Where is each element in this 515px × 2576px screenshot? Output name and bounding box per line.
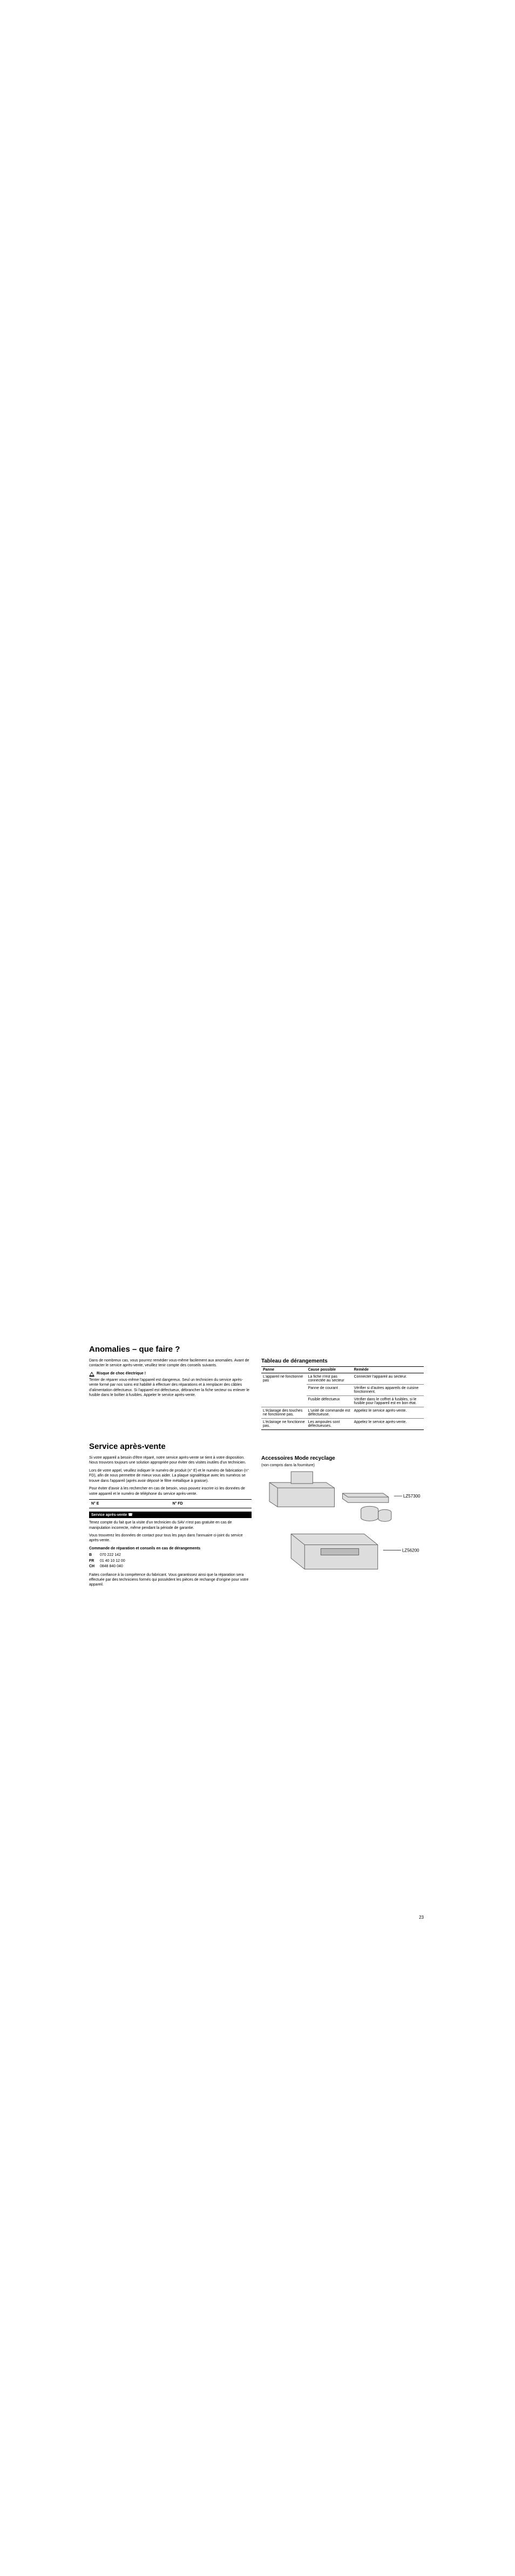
cell-panne: L'appareil ne fonctionne pas — [261, 1373, 307, 1407]
sav-heading: Service après-vente — [89, 1442, 424, 1451]
sav-p1: Si votre appareil a besoin d'être réparé… — [89, 1455, 252, 1466]
page-content: Anomalies – que faire ? Dans de nombreux… — [89, 1345, 424, 1590]
cell-cause: L'unité de commande est défectueuse. — [307, 1407, 353, 1419]
table-row: L'appareil ne fonctionne pas La fiche n'… — [261, 1373, 424, 1385]
anomalies-right-col: Tableau de dérangements Panne Cause poss… — [261, 1358, 424, 1430]
th-panne: Panne — [261, 1367, 307, 1373]
cell-panne: L'éclairage ne fonctionne pas. — [261, 1419, 307, 1430]
table-header-row: Panne Cause possible Remède — [261, 1367, 424, 1373]
sav-p5: Vous trouverez les données de contact po… — [89, 1533, 252, 1543]
table-row: L'éclairage ne fonctionne pas. Les ampou… — [261, 1419, 424, 1430]
th-remede: Remède — [353, 1367, 424, 1373]
cmd-title: Commande de réparation et conseils en ca… — [89, 1546, 252, 1551]
accessories-caption: (non compris dans la fourniture) — [261, 1464, 424, 1467]
cell-cause: Panne de courant — [307, 1385, 353, 1396]
cell-cause: La fiche n'est pas connectée au secteur — [307, 1373, 353, 1385]
warning-icon — [89, 1372, 94, 1377]
sav-columns: Si votre appareil a besoin d'être réparé… — [89, 1455, 424, 1590]
sav-right-col: Accessoires Mode recyclage (non compris … — [261, 1455, 424, 1590]
phone-row: FR01 40 10 12 00 — [89, 1559, 252, 1565]
cell-remede: Vérifier dans le coffret à fusibles, si … — [353, 1396, 424, 1407]
cell-remede: Appelez le service après-vente. — [353, 1407, 424, 1419]
acc-label-2: LZ56200 — [402, 1548, 419, 1553]
accessories-heading: Accessoires Mode recyclage — [261, 1455, 424, 1461]
sav-p3: Pour éviter d'avoir à les rechercher en … — [89, 1486, 252, 1496]
warning-label: Risque de choc électrique ! — [97, 1371, 146, 1376]
efd-row: N° E N° FD — [89, 1500, 252, 1508]
cell-cause: Les ampoules sont défectueuses. — [307, 1419, 353, 1430]
efd-e: N° E — [89, 1500, 171, 1508]
country-code: CH — [89, 1564, 100, 1570]
warning-text: Tenter de réparer vous-même l'appareil e… — [89, 1378, 252, 1398]
anomalies-intro: Dans de nombreux cas, vous pourrez reméd… — [89, 1358, 252, 1368]
country-code: B — [89, 1553, 100, 1559]
phone-number: 0848 840 040 — [100, 1565, 123, 1568]
sav-left-col: Si votre appareil a besoin d'être réparé… — [89, 1455, 252, 1590]
cell-remede: Vérifier si d'autres appareils de cuisin… — [353, 1385, 424, 1396]
accessory-diagram: LZ57300 LZ56200 — [261, 1469, 424, 1577]
cell-remede: Connecter l'appareil au secteur. — [353, 1373, 424, 1385]
cell-remede: Appelez le service après-vente. — [353, 1419, 424, 1430]
th-cause: Cause possible — [307, 1367, 353, 1373]
phone-row: B070 222 142 — [89, 1553, 252, 1559]
phone-number: 01 40 10 12 00 — [100, 1559, 125, 1563]
sav-p4: Tenez compte du fait que la visite d'un … — [89, 1520, 252, 1530]
efd-fd: N° FD — [171, 1500, 252, 1508]
table-heading: Tableau de dérangements — [261, 1358, 424, 1364]
sav-p2: Lors de votre appel, veuillez indiquer l… — [89, 1468, 252, 1483]
acc-label-1: LZ57300 — [403, 1494, 421, 1499]
anomalies-heading: Anomalies – que faire ? — [89, 1345, 424, 1354]
cell-cause: Fusible défectueux — [307, 1396, 353, 1407]
phone-row: CH0848 840 040 — [89, 1564, 252, 1570]
sav-p6: Faites confiance à la compétence du fabr… — [89, 1573, 252, 1588]
phone-list: B070 222 142 FR01 40 10 12 00 CH0848 840… — [89, 1553, 252, 1570]
anomalies-left-col: Dans de nombreux cas, vous pourrez reméd… — [89, 1358, 252, 1430]
table-row: L'éclairage des touches ne fonctionne pa… — [261, 1407, 424, 1419]
efd-table: N° E N° FD — [89, 1499, 252, 1508]
anomalies-columns: Dans de nombreux cas, vous pourrez reméd… — [89, 1358, 424, 1430]
page-number: 23 — [419, 1915, 424, 1920]
country-code: FR — [89, 1559, 100, 1565]
sav-phone-bar: Service après-vente ☎ — [89, 1512, 252, 1518]
fault-table: Panne Cause possible Remède L'appareil n… — [261, 1366, 424, 1430]
phone-number: 070 222 142 — [100, 1553, 121, 1557]
warning-row: Risque de choc électrique ! — [89, 1371, 252, 1377]
cell-panne: L'éclairage des touches ne fonctionne pa… — [261, 1407, 307, 1419]
